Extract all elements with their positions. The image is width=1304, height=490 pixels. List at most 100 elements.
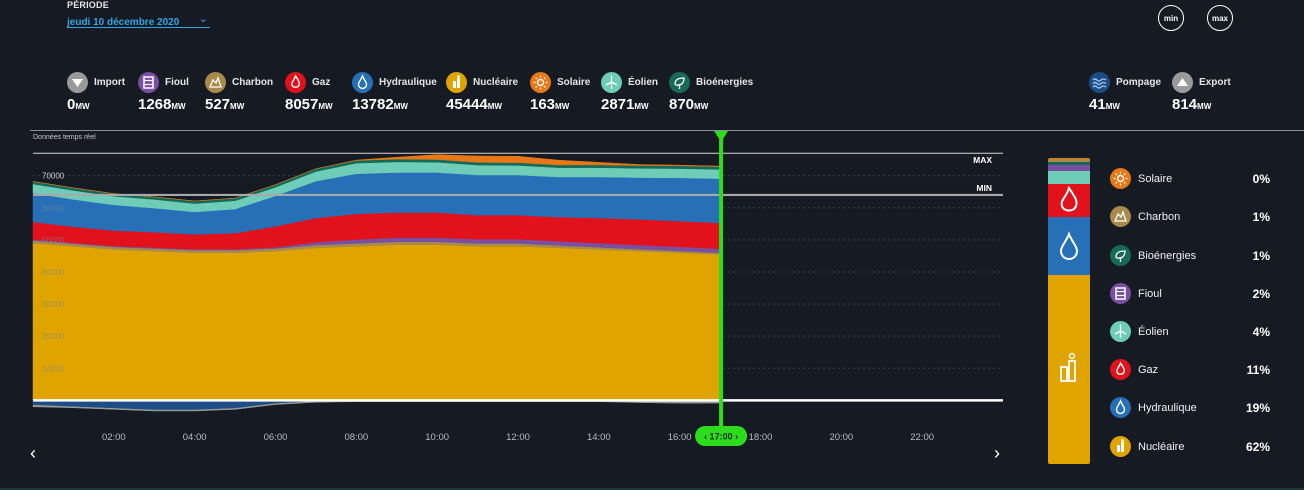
production-area-chart[interactable]: 10000 20000 30000 40000 50000 60000 70000 MAX MI… [0,0,1010,490]
legend-percent: 1% [1252,249,1270,263]
min-button[interactable]: min [1158,5,1184,31]
legend-name: Hydraulique [1138,402,1197,414]
y-tick-label: 50000 [42,236,65,245]
max-button[interactable]: max [1207,5,1233,31]
source-value: 814 [1172,96,1198,113]
realtime-label: Données temps réel [33,134,96,141]
period-dropdown[interactable]: jeudi 10 décembre 2020 ⌄ [67,12,210,28]
legend-name: Charbon [1138,211,1181,223]
source-value: 870 [669,96,695,113]
y-tick-label: 60000 [42,204,65,213]
x-tick-label: 16:00 [668,432,692,443]
flame-icon [1060,185,1078,212]
leaf-icon [669,72,690,93]
source-name: Export [1199,77,1231,88]
legend-percent: 1% [1252,210,1270,224]
chevron-down-icon: ⌄ [198,13,208,25]
ref-label-max: MAX [973,155,992,165]
source-name: Hydraulique [379,77,437,88]
fuel-icon [1110,283,1131,304]
x-tick-label: 08:00 [344,432,368,443]
source-unit: MW [555,102,570,111]
source-value: 527 [205,96,231,113]
source-name: Import [94,77,126,88]
x-tick-label: 22:00 [910,432,934,443]
sun-icon [530,72,551,93]
legend-item-charbon: Charbon 1% [1110,206,1270,228]
legend-percent: 19% [1245,401,1270,415]
wind-icon [601,72,622,93]
y-tick-label: 10000 [42,364,65,373]
nuclear-icon [1110,436,1131,457]
next-day-arrow[interactable]: › [994,443,1000,463]
flame-icon [285,72,306,93]
source-unit: MW [1197,102,1212,111]
source-name: Nucléaire [473,77,519,88]
x-tick-label: 14:00 [587,432,611,443]
share-segment-nucléaire [1048,275,1090,464]
up-arrow-icon [1172,72,1193,93]
y-tick-label: 30000 [42,300,65,309]
share-segment-bioénergies [1048,162,1090,166]
header-divider [30,130,1304,131]
legend-item-bioénergies: Bioénergies 1% [1110,245,1270,267]
legend-percent: 4% [1252,325,1270,339]
x-tick-label: 18:00 [749,432,773,443]
coal-icon [1110,206,1131,227]
drop-icon [1059,231,1079,261]
legend-item-nucléaire: Nucléaire 62% [1110,436,1270,458]
nuclear-icon [446,72,467,93]
source-name: Solaire [557,77,591,88]
x-tick-label: 02:00 [102,432,126,443]
x-tick-label: 04:00 [183,432,207,443]
source-name: Charbon [232,77,274,88]
flame-icon [1110,359,1131,380]
source-unit: MW [75,102,90,111]
source-value: 163 [530,96,556,113]
share-segment-éolien [1048,171,1090,184]
waves-icon [1089,72,1110,93]
source-unit: MW [171,102,186,111]
legend-name: Gaz [1138,364,1159,376]
drop-icon [1110,397,1131,418]
share-segment-charbon [1048,159,1090,163]
source-value: 1268 [138,96,172,113]
y-tick-label: 20000 [42,332,65,341]
share-segment-hydraulique [1048,217,1090,276]
legend-item-éolien: Éolien 4% [1110,321,1270,343]
source-unit: MW [393,102,408,111]
source-unit: MW [634,102,649,111]
source-name: Fioul [165,77,189,88]
legend-percent: 2% [1252,287,1270,301]
time-cursor-handle [714,131,729,142]
y-tick-label: 70000 [42,172,65,181]
drop-icon [352,72,373,93]
source-value: 45444 [446,96,488,113]
fuel-icon [138,72,159,93]
series-area-nucléaire [32,242,721,401]
x-tick-label: 12:00 [506,432,530,443]
ref-label-min: MIN [976,183,992,193]
legend-name: Fioul [1138,288,1162,300]
share-segment-solaire [1048,158,1090,160]
x-tick-label: 20:00 [829,432,853,443]
source-unit: MW [230,102,245,111]
source-name: Pompage [1116,77,1162,88]
source-name: Bioénergies [696,77,754,88]
nuclear-icon [1060,353,1076,383]
share-segment-gaz [1048,183,1090,218]
x-tick-label: 10:00 [425,432,449,443]
source-value: 41 [1089,96,1106,113]
legend-item-hydraulique: Hydraulique 19% [1110,397,1270,419]
legend-name: Bioénergies [1138,250,1197,262]
down-arrow-icon [67,72,88,93]
production-share-bar [1048,158,1090,464]
legend-item-fioul: Fioul 2% [1110,283,1270,305]
coal-icon [205,72,226,93]
legend-name: Nucléaire [1138,441,1185,453]
source-name: Éolien [628,77,659,88]
legend-percent: 11% [1246,363,1270,377]
source-value: 8057 [285,96,319,113]
source-value: 13782 [352,96,394,113]
previous-day-arrow[interactable]: ‹ [30,443,36,463]
